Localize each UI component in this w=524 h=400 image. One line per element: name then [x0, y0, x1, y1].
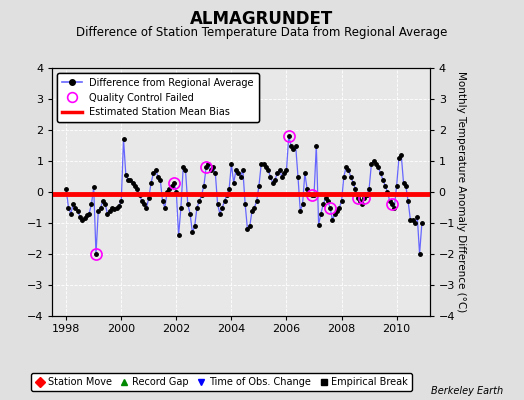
Text: Berkeley Earth: Berkeley Earth [431, 386, 503, 396]
Y-axis label: Monthly Temperature Anomaly Difference (°C): Monthly Temperature Anomaly Difference (… [456, 71, 466, 313]
Legend: Difference from Regional Average, Quality Control Failed, Estimated Station Mean: Difference from Regional Average, Qualit… [57, 73, 259, 122]
Text: Difference of Station Temperature Data from Regional Average: Difference of Station Temperature Data f… [77, 26, 447, 39]
Text: ALMAGRUNDET: ALMAGRUNDET [190, 10, 334, 28]
Legend: Station Move, Record Gap, Time of Obs. Change, Empirical Break: Station Move, Record Gap, Time of Obs. C… [31, 373, 412, 391]
